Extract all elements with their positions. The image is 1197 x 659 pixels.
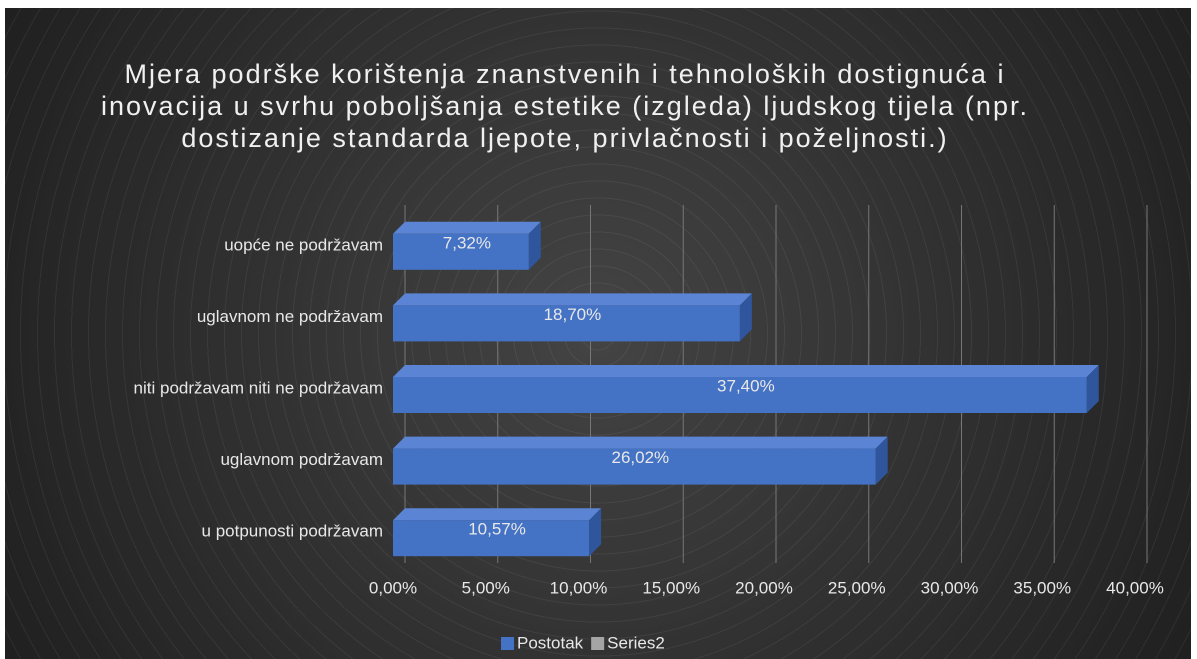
x-tick-label: 0,00% — [369, 578, 417, 597]
x-tick-label: 15,00% — [642, 578, 700, 597]
y-tick-label: u potpunosti podržavam — [202, 522, 383, 541]
chart-title: Mjera podrške korištenja znanstvenih i t… — [101, 59, 1029, 153]
x-tick-label: 40,00% — [1106, 578, 1164, 597]
bar-top — [393, 365, 1099, 377]
bar-side — [875, 436, 888, 485]
bar-side — [1086, 365, 1099, 413]
legend-swatch — [501, 637, 514, 650]
x-tick-label: 35,00% — [1013, 578, 1071, 597]
bar-front — [393, 233, 529, 270]
bar-top — [393, 436, 888, 449]
bar-top — [393, 293, 752, 306]
chart: Mjera podrške korištenja znanstvenih i t… — [5, 8, 1191, 659]
data-label: 37,40% — [717, 376, 775, 395]
bar-side — [528, 221, 541, 270]
bar-front — [393, 520, 590, 557]
y-tick-label: uopće ne podržavam — [224, 235, 383, 254]
y-tick-label: uglavnom podržavam — [220, 450, 383, 469]
bar — [393, 508, 602, 557]
bar-side — [589, 508, 602, 557]
bar — [393, 293, 752, 342]
bar-top — [393, 221, 541, 234]
data-label: 18,70% — [544, 305, 602, 324]
legend-label: Postotak — [517, 633, 584, 652]
bar — [393, 221, 541, 270]
data-label: 10,57% — [468, 520, 526, 539]
bar-side — [739, 293, 752, 342]
plot: 0,00% 5,00% 10,00% 15,00% 20,00% 25,00% 30,00%… — [134, 205, 1164, 652]
y-tick-label: uglavnom ne podržavam — [197, 307, 383, 326]
x-tick-label: 20,00% — [735, 578, 793, 597]
bar-top — [393, 508, 602, 521]
x-tick-label: 30,00% — [921, 578, 979, 597]
bar-front — [393, 448, 876, 485]
data-label: 7,32% — [443, 233, 491, 252]
bar — [393, 365, 1099, 413]
legend-label: Series2 — [607, 633, 665, 652]
legend-swatch — [591, 637, 605, 650]
y-tick-label: niti podržavam niti ne podržavam — [134, 378, 383, 397]
x-tick-label: 25,00% — [828, 578, 886, 597]
x-tick-label: 5,00% — [462, 578, 510, 597]
bar-front — [393, 305, 740, 342]
data-label: 26,02% — [611, 448, 669, 467]
bar — [393, 436, 888, 485]
bar-front — [393, 377, 1087, 413]
x-tick-label: 10,00% — [550, 578, 608, 597]
